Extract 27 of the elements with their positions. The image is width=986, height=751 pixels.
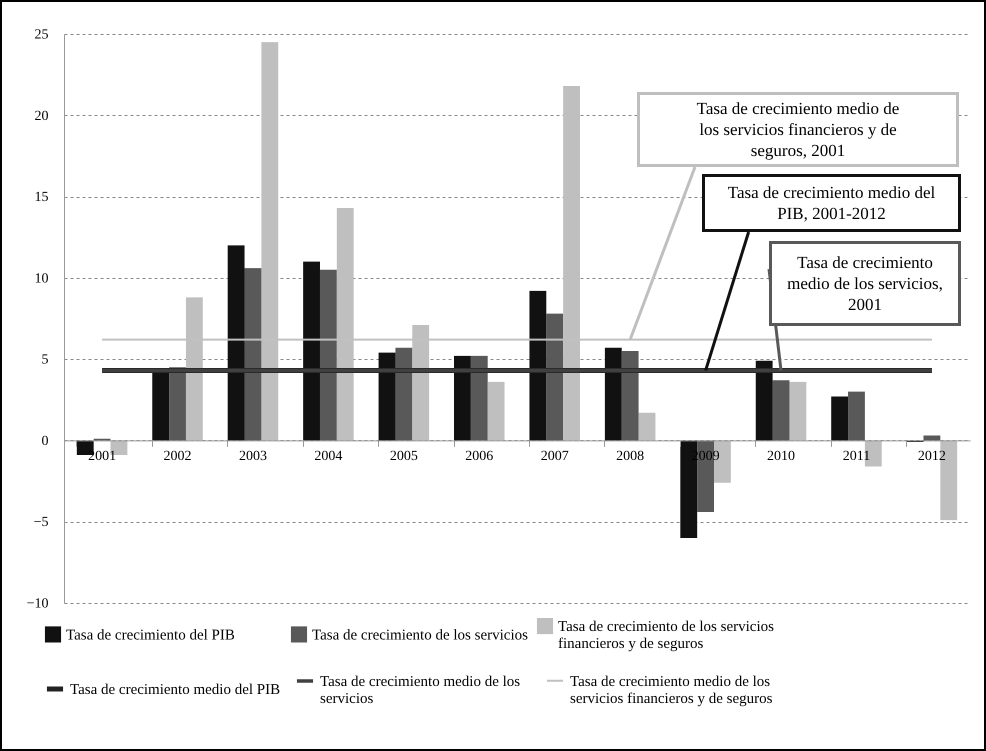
y-tick-label: −10	[26, 596, 48, 612]
legend-label: Tasa de crecimiento del PIB	[66, 627, 235, 644]
legend-label: Tasa de crecimiento medio de los servicios financieros y de seguros	[570, 674, 773, 707]
legend-label: Tasa de crecimiento de los servicios	[312, 627, 528, 644]
x-tick-label: 2006	[465, 448, 494, 464]
x-tick-label: 2005	[390, 448, 418, 464]
x-tick-label: 2011	[842, 448, 870, 464]
y-tick-label: 0	[42, 434, 48, 449]
y-tick-label: 10	[34, 271, 48, 286]
x-tick-label: 2010	[767, 448, 796, 464]
y-tick-label: 20	[34, 108, 48, 124]
callout-box: Tasa de crecimiento medio de los servicios financieros y de seguros, 2001	[637, 92, 959, 167]
x-tick-label: 2004	[314, 448, 342, 464]
legend-label: Tasa de crecimiento medio del PIB	[70, 682, 280, 698]
y-tick-label: 15	[34, 190, 48, 206]
callout-box: Tasa de crecimiento medio del PIB, 2001-2012	[702, 174, 961, 232]
x-tick-label: 2002	[164, 448, 192, 464]
y-tick-label: 25	[34, 28, 48, 42]
x-tick-label: 2012	[918, 448, 946, 464]
legend-label: Tasa de crecimiento medio de los servicios	[320, 674, 520, 707]
legend-label: Tasa de crecimiento de los servicios financieros y de seguros	[558, 619, 774, 652]
x-tick-label: 2007	[540, 448, 569, 464]
x-tick-label: 2008	[616, 448, 644, 464]
y-tick-label: −5	[34, 515, 48, 530]
x-tick-label: 2003	[238, 448, 267, 464]
y-tick-label: 5	[42, 352, 48, 368]
callout-box: Tasa de crecimiento medio de los servicios, 2001	[769, 241, 961, 326]
